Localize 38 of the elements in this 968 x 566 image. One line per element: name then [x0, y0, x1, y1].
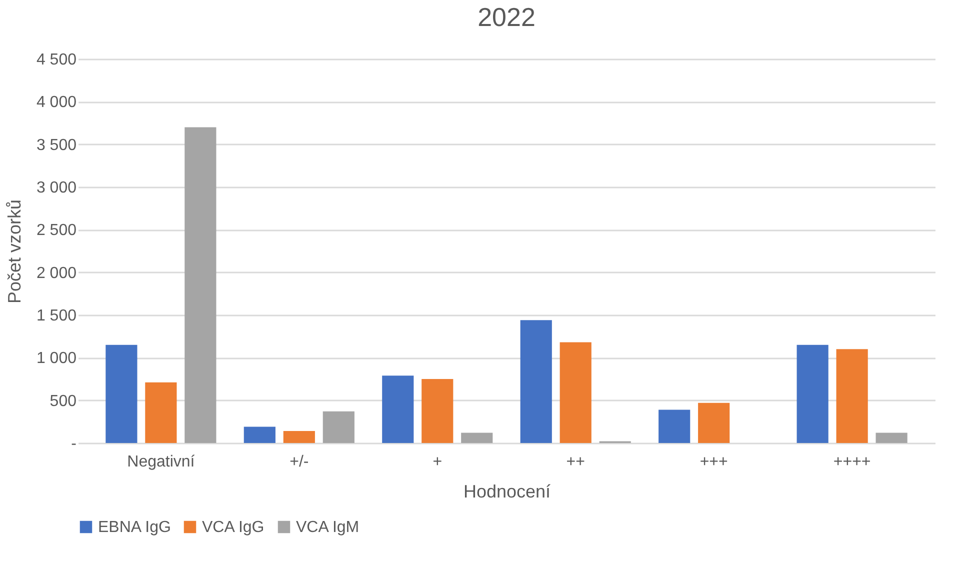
bar [796, 344, 828, 443]
bar [322, 411, 354, 443]
y-axis-title: Počet vzorků [4, 199, 24, 304]
x-tick-label: + [432, 454, 442, 470]
y-tick-label: 1 500 [36, 308, 77, 324]
y-tick-label: 2 000 [36, 264, 77, 282]
bar [382, 376, 414, 443]
y-tick-label: - [71, 436, 76, 452]
bar [184, 127, 216, 443]
bar [560, 342, 592, 443]
bar [698, 402, 730, 443]
y-tick-label: 2 500 [36, 222, 77, 240]
y-tick-label: 3 500 [36, 136, 77, 154]
legend-label: VCA IgM [296, 519, 360, 536]
legend-label: EBNA IgG [98, 519, 171, 536]
x-tick-label: +++ [700, 454, 728, 470]
y-tick-label: 500 [50, 392, 77, 410]
chart-title: 2022 [478, 2, 536, 32]
x-tick-label: +/- [290, 454, 309, 470]
y-tick-label: 3 000 [36, 180, 77, 196]
x-tick-label: ++ [566, 454, 585, 470]
bar [658, 410, 690, 443]
y-tick-label: 1 000 [36, 350, 77, 368]
bar [461, 432, 493, 443]
bar [836, 349, 868, 443]
x-tick-label: Negativní [127, 454, 196, 470]
y-tick-label: 4 000 [36, 94, 77, 112]
x-tick-label: ++++ [833, 454, 871, 470]
bar [422, 379, 454, 443]
bar [520, 320, 552, 443]
bar [876, 432, 908, 443]
bar [244, 426, 276, 443]
x-axis-title: Hodnocení [463, 482, 551, 502]
y-tick-label: 4 500 [36, 52, 77, 68]
bar [106, 344, 138, 443]
legend-label: VCA IgG [202, 519, 264, 536]
bar [145, 382, 177, 443]
bar [283, 431, 315, 443]
